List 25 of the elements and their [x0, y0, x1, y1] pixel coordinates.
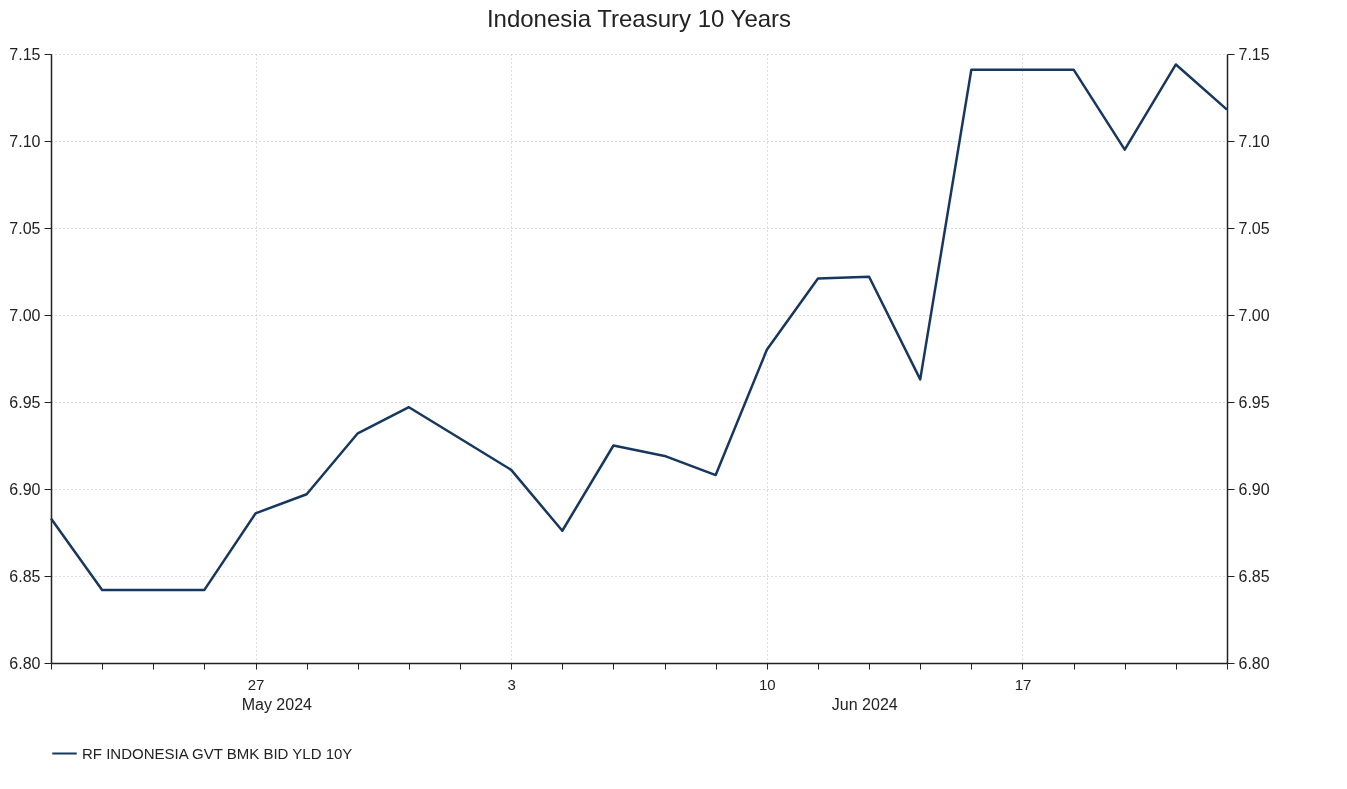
- y2-tick-label: 6.80: [1238, 654, 1270, 672]
- chart-title: Indonesia Treasury 10 Years: [486, 5, 792, 32]
- text: May 2024: [241, 696, 313, 713]
- legend-label: RF INDONESIA GVT BMK BID YLD 10Y: [82, 744, 353, 762]
- y2-tick-label: 6.90: [1238, 480, 1270, 498]
- y2-tick-label: 7.05: [1238, 219, 1270, 237]
- y2-tick-label: 6.95: [1238, 393, 1270, 411]
- x-tick-label: 27: [247, 675, 265, 693]
- y-tick-label: 7.15: [9, 45, 41, 63]
- x-tick-label: 3: [507, 675, 516, 693]
- y-tick-label: 7.10: [9, 132, 41, 150]
- y-tick-label: 6.95: [9, 393, 41, 411]
- x-tick-label: 10: [758, 675, 776, 693]
- y2-tick-label: 7.00: [1238, 306, 1270, 324]
- text: Jun 2024: [831, 696, 898, 713]
- y-tick-label: 6.80: [9, 654, 41, 672]
- line-series: [49, 63, 1229, 592]
- y-tick-label: 6.85: [9, 567, 41, 585]
- y2-tick-label: 7.15: [1238, 45, 1270, 63]
- y-tick-label: 7.05: [9, 219, 41, 237]
- x-tick-label: 17: [1014, 675, 1032, 693]
- y-tick-label: 6.90: [9, 480, 41, 498]
- y2-tick-label: 7.10: [1238, 132, 1270, 150]
- y2-tick-label: 6.85: [1238, 567, 1270, 585]
- y-tick-label: 7.00: [9, 306, 41, 324]
